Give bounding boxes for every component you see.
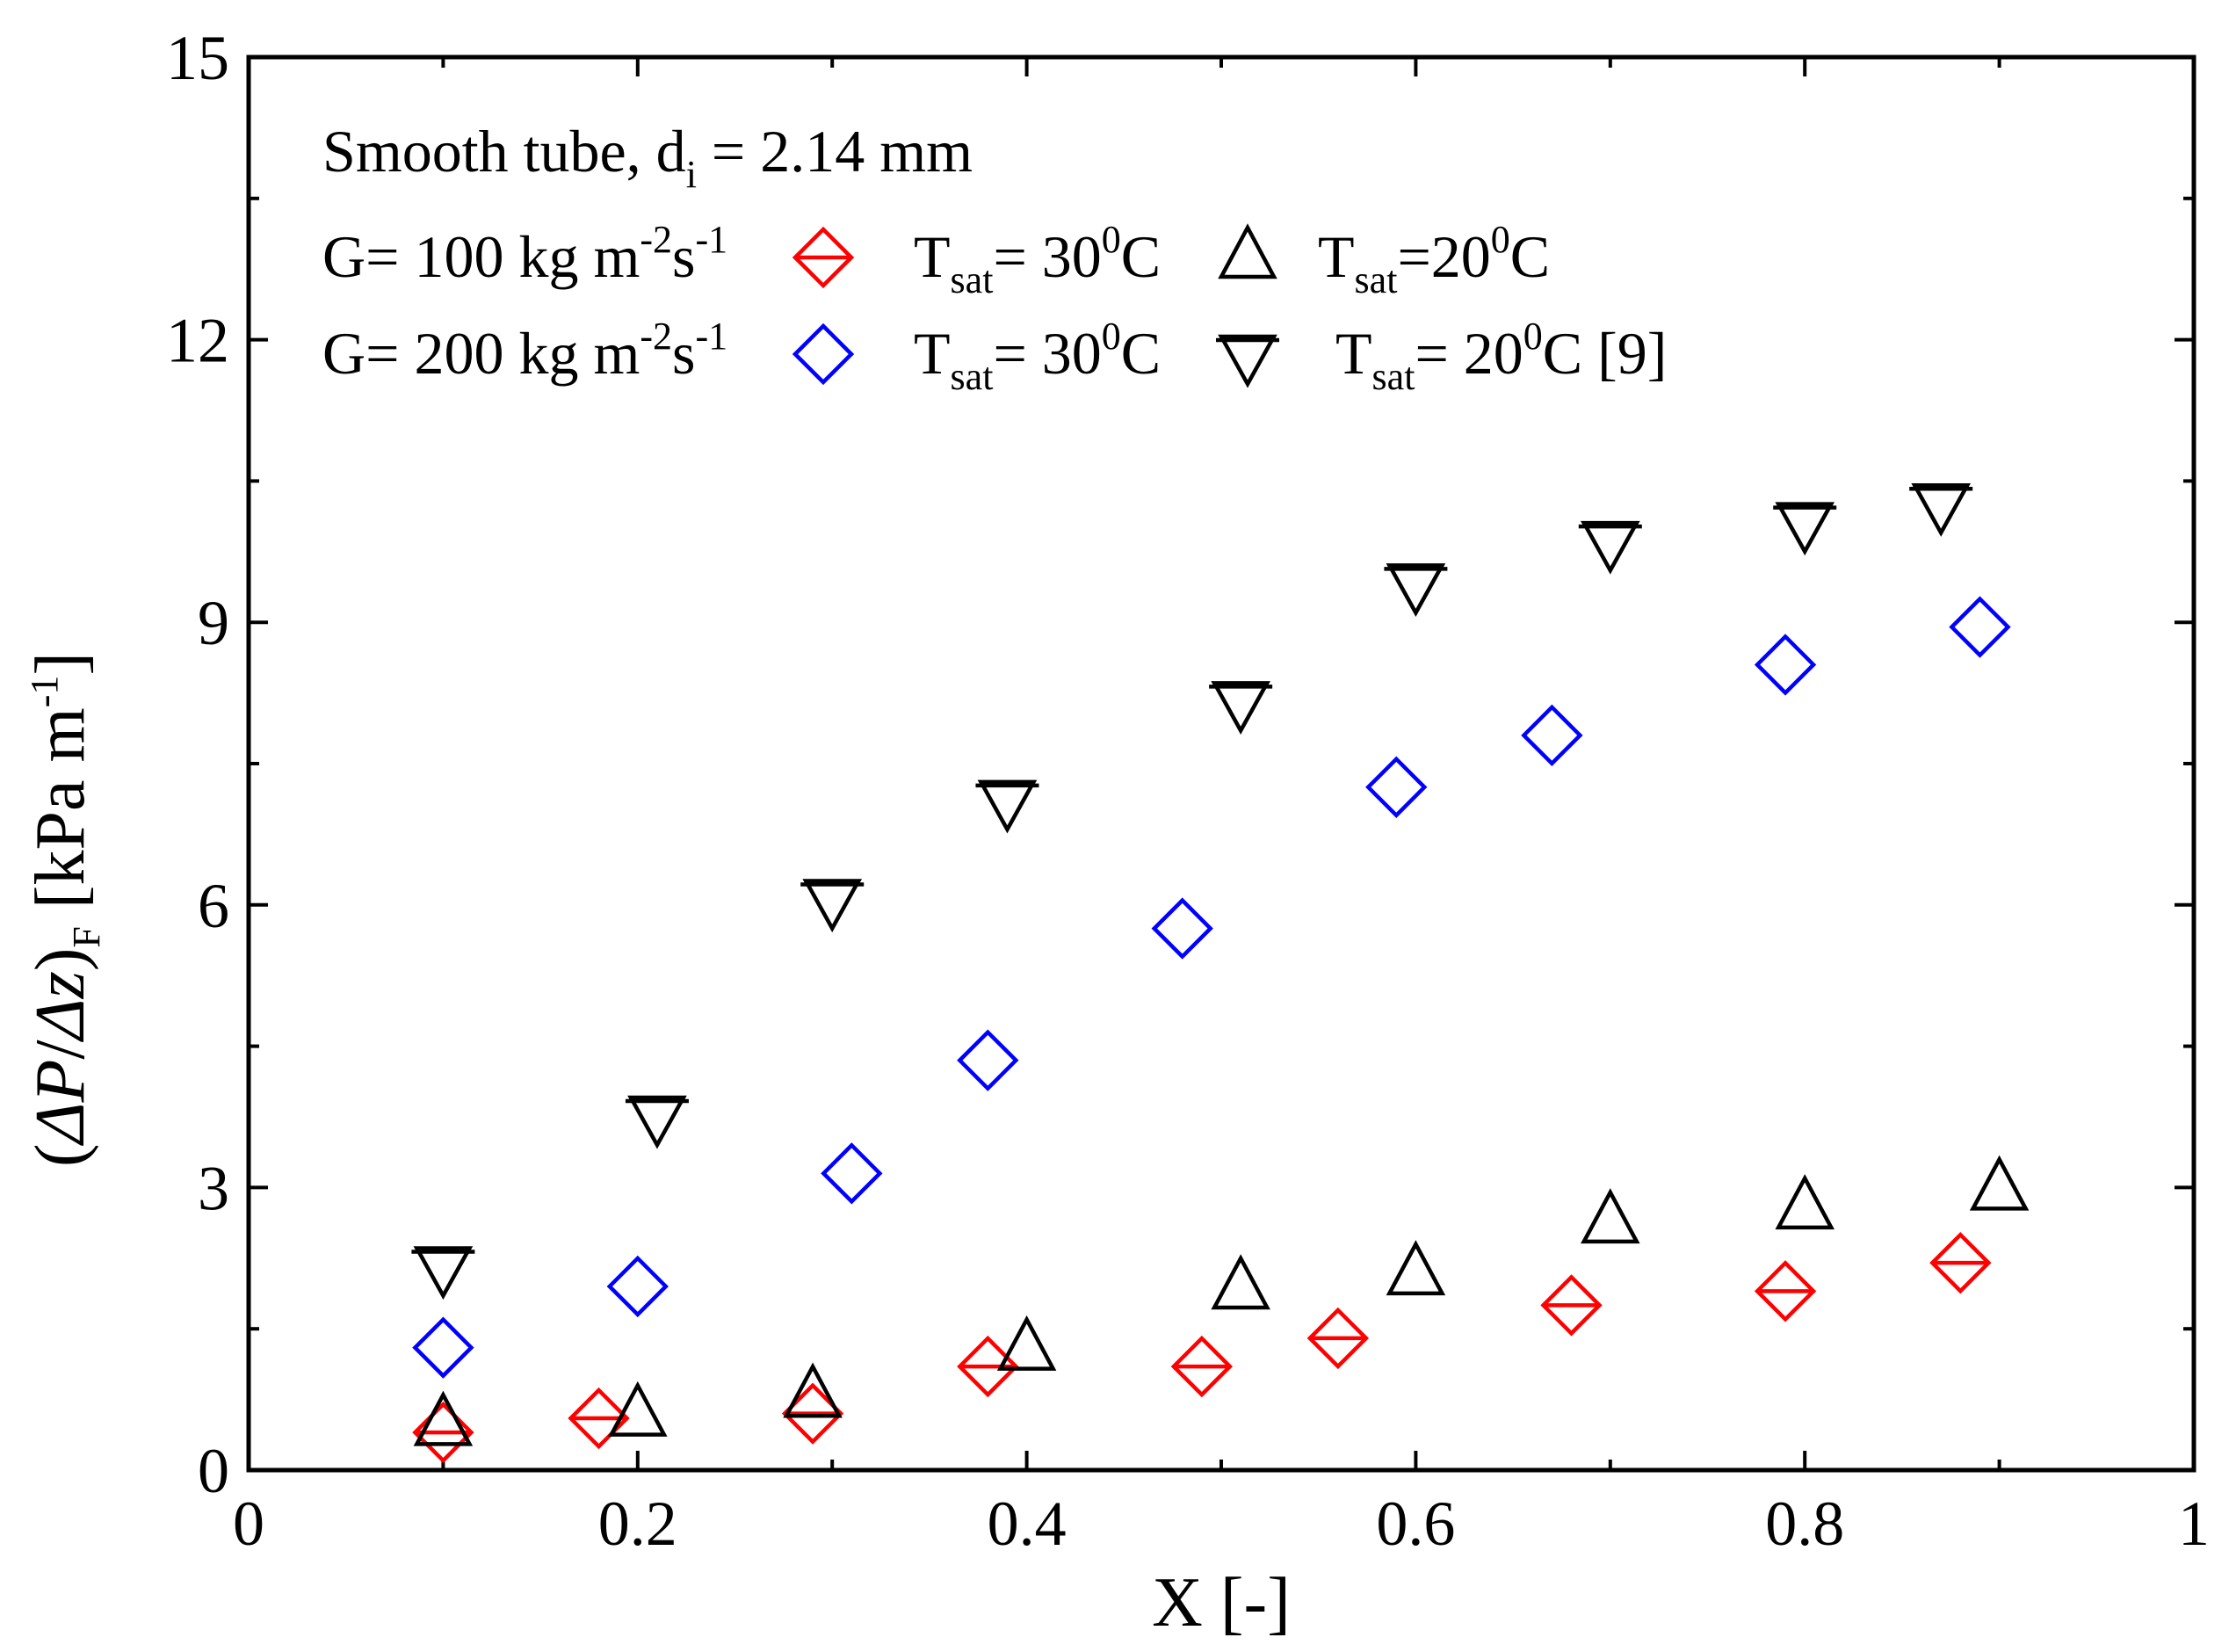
legend-marker-triangle-up: [1218, 223, 1277, 279]
data-point-series-2: [821, 1142, 883, 1205]
y-tick-label: 6: [198, 871, 229, 941]
y-tick-label: 15: [166, 23, 229, 93]
y-axis-title: (ΔP/Δz)F [kPa m-1]: [22, 652, 108, 1167]
data-point-series-0: [568, 1387, 630, 1450]
data-point-series-0: [1306, 1307, 1370, 1370]
data-point-series-1: [1969, 1155, 2030, 1211]
data-point-series-1: [608, 1380, 668, 1437]
x-tick-label: 1: [2178, 1489, 2210, 1559]
legend-marker-red-diamond: [792, 226, 855, 289]
data-point-series-0: [957, 1335, 1019, 1398]
legend-marker-blue-diamond: [792, 322, 855, 386]
data-point-series-1: [1775, 1174, 1835, 1230]
data-point-series-2: [606, 1255, 669, 1318]
data-point-series-2: [1949, 596, 2011, 658]
data-point-series-3: [1209, 681, 1273, 735]
data-point-series-0: [1540, 1274, 1603, 1337]
y-tick-label: 0: [198, 1436, 229, 1506]
legend-row-g200: G= 200 kg m-2s-1: [322, 315, 727, 387]
data-point-series-2: [1365, 756, 1428, 818]
x-tick-label: 0.6: [1376, 1489, 1455, 1559]
y-tick-label: 3: [198, 1153, 229, 1223]
data-point-series-1: [783, 1362, 843, 1418]
data-point-series-3: [625, 1095, 689, 1149]
data-point-series-1: [996, 1315, 1057, 1371]
data-point-series-3: [975, 779, 1039, 834]
data-point-series-0: [1929, 1231, 1992, 1294]
data-point-series-3: [1384, 563, 1448, 617]
data-point-series-2: [1754, 634, 1817, 696]
data-point-series-2: [1521, 704, 1583, 767]
legend-label-g100-tsat30: Tsat= 300C: [914, 218, 1161, 301]
data-points: [411, 482, 2030, 1464]
data-point-series-1: [413, 1390, 474, 1446]
legend-label-g200-tsat20-ref: Tsat= 200C [9]: [1335, 315, 1667, 398]
legend-row-g100: G= 100 kg m-2s-1: [322, 218, 727, 290]
data-point-series-0: [781, 1382, 844, 1445]
x-tick-label: 0.8: [1765, 1489, 1844, 1559]
data-point-series-3: [1578, 520, 1642, 575]
legend-marker-triangle-down: [1216, 334, 1279, 388]
y-tick-label: 9: [198, 588, 229, 658]
x-axis-title: X [-]: [1152, 1564, 1291, 1641]
data-point-series-3: [411, 1246, 475, 1301]
data-point-series-0: [1170, 1335, 1234, 1398]
data-point-series-2: [1151, 897, 1213, 960]
x-tick-label: 0.2: [598, 1489, 677, 1559]
data-point-series-0: [1754, 1260, 1817, 1322]
legend-label-g200-tsat30: Tsat= 300C: [914, 315, 1161, 398]
axis-ticks: [247, 55, 2196, 1472]
annotation-title: Smooth tube, di = 2.14 mm: [322, 118, 973, 196]
x-tick-label: 0: [233, 1489, 264, 1559]
x-tick-label: 0.4: [988, 1489, 1067, 1559]
y-tick-label: 12: [166, 306, 229, 376]
data-point-series-2: [412, 1316, 474, 1379]
data-point-series-3: [1909, 482, 1973, 537]
data-point-series-2: [957, 1029, 1019, 1091]
data-point-series-1: [1211, 1254, 1270, 1310]
legend-label-g100-tsat20: Tsat=200C: [1318, 218, 1550, 301]
data-point-series-1: [1581, 1188, 1640, 1244]
tick-labels: 0 0.2 0.4 0.6 0.8 1 0 3 6 9 12 15: [166, 23, 2210, 1559]
data-point-series-3: [1773, 502, 1837, 556]
data-point-series-3: [800, 879, 865, 933]
data-point-series-1: [1386, 1240, 1446, 1296]
